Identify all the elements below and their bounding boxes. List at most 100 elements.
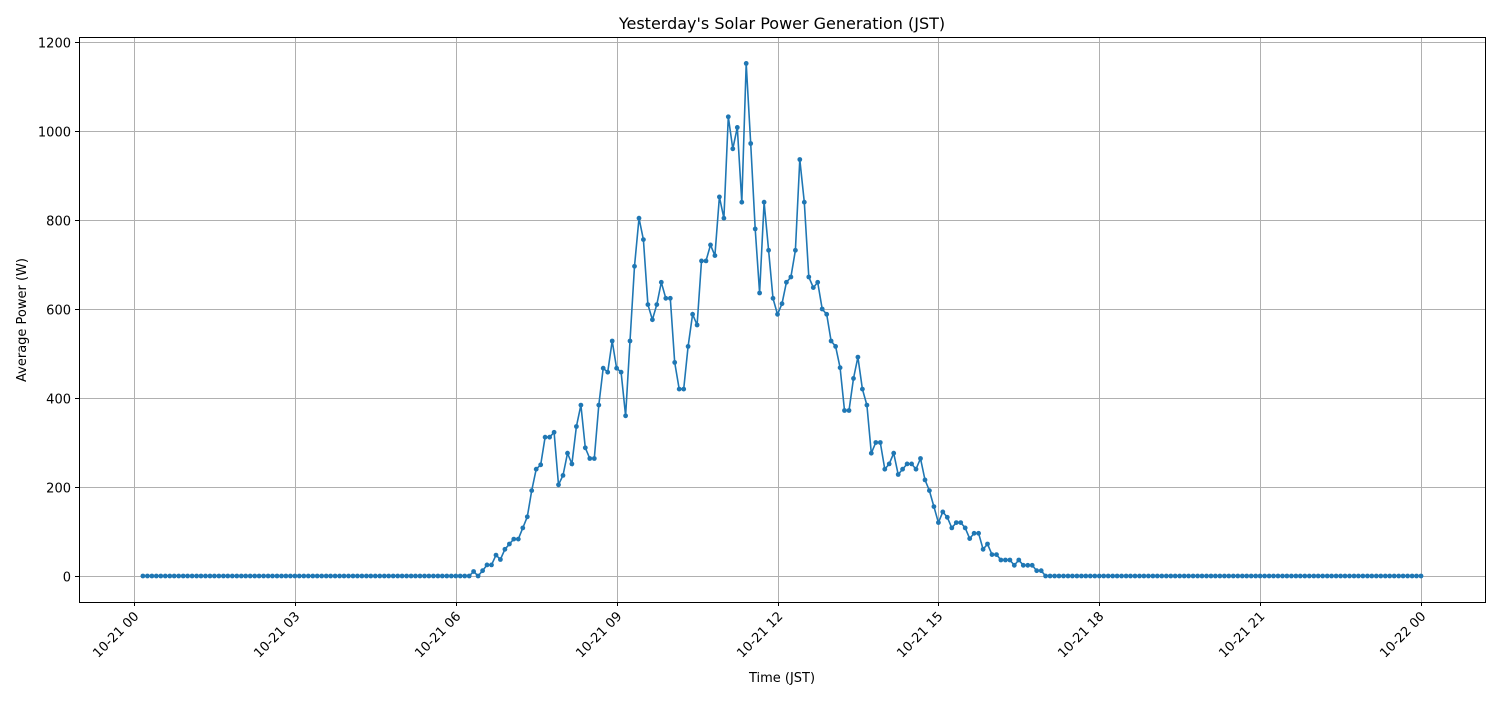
data-point <box>305 573 311 579</box>
data-point <box>1190 573 1196 579</box>
data-point <box>1101 573 1107 579</box>
y-axis-label: Average Power (W) <box>15 258 30 382</box>
data-point <box>663 295 669 301</box>
data-point <box>1302 573 1308 579</box>
data-point <box>1016 557 1022 563</box>
data-point <box>860 386 865 392</box>
data-point <box>605 369 611 375</box>
data-point <box>1150 573 1156 579</box>
data-point <box>685 344 691 349</box>
data-point <box>1114 573 1120 579</box>
data-point <box>618 369 624 375</box>
data-point <box>1266 573 1272 579</box>
data-point <box>350 573 356 579</box>
data-point <box>1248 573 1254 579</box>
data-point <box>1293 573 1299 579</box>
data-point <box>1311 573 1317 579</box>
data-point <box>748 141 754 146</box>
data-point <box>989 552 995 557</box>
data-point <box>636 215 642 221</box>
data-point <box>864 402 870 408</box>
data-point <box>475 573 481 579</box>
data-point <box>1239 573 1245 579</box>
data-point <box>1235 573 1241 579</box>
data-point <box>1280 573 1285 579</box>
data-point <box>1052 573 1057 579</box>
data-point <box>247 573 253 579</box>
data-point <box>399 573 405 579</box>
data-point <box>355 573 360 579</box>
data-point <box>198 573 204 579</box>
data-point <box>229 573 235 579</box>
x-axis-ticks: 10-21 00 10-21 03 10-21 06 10-21 09 10-21 12… <box>90 602 1429 661</box>
data-point <box>1105 573 1111 579</box>
data-point <box>1208 573 1214 579</box>
data-point <box>386 573 392 579</box>
data-point <box>162 573 168 579</box>
data-point <box>471 569 476 574</box>
data-point <box>1244 573 1250 579</box>
data-point <box>1096 573 1102 579</box>
data-point <box>1387 573 1393 579</box>
x-tick-label: 10-22 00 <box>1377 609 1429 661</box>
data-point <box>448 573 454 579</box>
grid <box>80 38 1485 602</box>
data-point <box>203 573 208 579</box>
data-point <box>980 546 986 552</box>
y-tick-label: 1000 <box>38 126 71 141</box>
y-axis-ticks: 0 200 400 600 800 1000 1200 <box>38 37 79 586</box>
data-point <box>292 573 298 579</box>
data-point <box>828 338 834 344</box>
data-point <box>694 322 700 328</box>
data-point <box>435 573 441 579</box>
data-point <box>1007 557 1013 563</box>
data-point <box>1418 573 1424 579</box>
data-point <box>310 573 316 579</box>
data-point <box>301 573 307 579</box>
data-point <box>578 402 584 408</box>
data-point <box>819 306 825 312</box>
data-point <box>1092 573 1098 579</box>
data-point <box>484 562 490 568</box>
data-point <box>891 450 897 456</box>
data-point <box>1315 573 1321 579</box>
data-point <box>1226 573 1232 579</box>
data-point <box>1043 573 1048 579</box>
data-point <box>502 546 508 552</box>
data-point <box>877 440 883 445</box>
data-point <box>971 530 977 536</box>
data-point <box>1074 573 1080 579</box>
data-point <box>886 461 892 467</box>
data-point <box>296 573 302 579</box>
data-point <box>1396 573 1402 579</box>
data-point <box>569 461 575 467</box>
data-point <box>837 365 843 371</box>
data-point <box>1070 573 1075 579</box>
data-point <box>600 365 606 371</box>
data-point <box>1038 568 1044 574</box>
data-point <box>797 157 803 162</box>
y-tick-label: 0 <box>63 571 71 586</box>
data-point <box>1020 562 1026 568</box>
data-point <box>153 573 159 579</box>
data-point <box>341 573 347 579</box>
data-point <box>149 573 155 579</box>
data-point <box>676 386 682 392</box>
data-point <box>650 317 655 323</box>
data-point <box>658 279 664 285</box>
data-point <box>368 573 374 579</box>
x-tick-label: 10-21 18 <box>1055 609 1107 661</box>
data-point <box>314 573 320 579</box>
data-point <box>364 573 369 579</box>
data-point <box>1356 573 1361 579</box>
data-point <box>1181 573 1187 579</box>
data-point <box>1253 573 1259 579</box>
data-point <box>265 573 271 579</box>
data-point <box>493 552 499 558</box>
data-point <box>1177 573 1183 579</box>
data-point <box>542 434 548 440</box>
y-tick-label: 800 <box>46 215 71 230</box>
data-point <box>1333 573 1339 579</box>
data-point <box>323 573 329 579</box>
data-point <box>1119 573 1124 579</box>
